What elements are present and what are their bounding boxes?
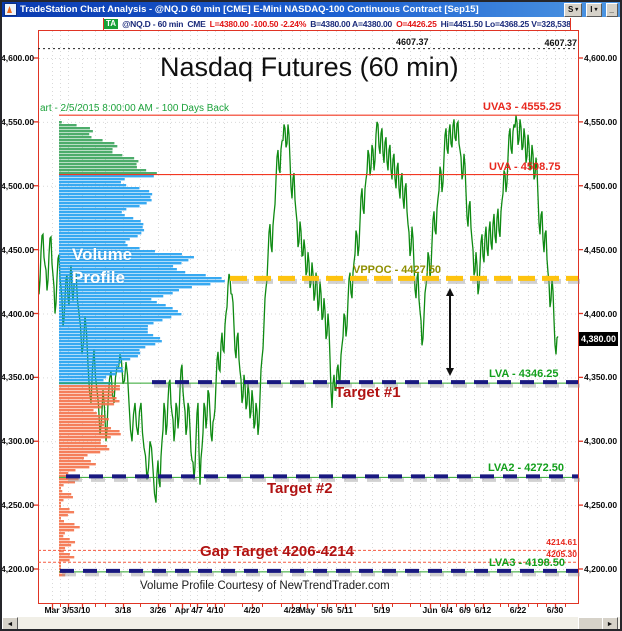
level-label-LVA3: LVA3 - 4198.50 — [489, 556, 566, 569]
y-axis-label-right: 4,300.00 — [584, 436, 618, 447]
chart-title: Nasdaq Futures (60 min) — [160, 52, 459, 82]
y-axis-label-right: 4,550.00 — [584, 116, 618, 127]
level-label-UVA3: UVA3 - 4555.25 — [483, 101, 562, 114]
window-title: TradeStation Chart Analysis - @NQ.D 60 m… — [20, 4, 479, 15]
x-axis-label: 5/19 — [373, 605, 391, 615]
y-axis-label-left: 4,550.00 — [1, 116, 35, 127]
scroll-right-button[interactable]: ► — [602, 617, 618, 631]
quote-segment-2: L=4380.00 -100.50 -2.24% — [209, 19, 307, 29]
x-axis-label: May — [298, 605, 316, 615]
x-axis-label: 6/22 — [509, 605, 527, 615]
x-axis-label: 4/20 — [243, 605, 261, 615]
y-axis-label-right: 4,500.00 — [584, 180, 618, 191]
y-axis-label-left: 4,200.00 — [1, 564, 35, 574]
target-label-2: Target #2 — [267, 480, 333, 497]
target-label-3: Gap Target 4206-4214 — [200, 543, 354, 560]
x-axis-label: Mar — [44, 605, 60, 615]
level-label-UVA: UVA - 4508.75 — [489, 160, 561, 173]
x-axis-label: 5/11 — [336, 605, 354, 615]
quote-segment-1: CME — [187, 19, 206, 29]
x-axis-label: 4/7 — [191, 605, 203, 615]
y-axis-label-left: 4,400.00 — [1, 308, 35, 319]
x-axis-label: 4/28 — [283, 605, 301, 615]
credit-text: Volume Profile Courtesy of NewTrendTrade… — [140, 580, 390, 592]
style-dropdown-button[interactable]: S ▾ — [563, 2, 583, 17]
y-axis-label-right: 4,600.00 — [584, 53, 618, 63]
level-label-LVA2: LVA2 - 4272.50 — [488, 462, 565, 475]
x-axis-label: 6/4 — [441, 605, 453, 615]
y-axis-label-right: 4,450.00 — [584, 244, 618, 255]
target-label-1: Target #1 — [335, 384, 401, 401]
y-axis-label-left: 4,350.00 — [1, 372, 35, 383]
chevron-down-icon: ▾ — [594, 7, 598, 13]
x-axis-label: 3/10 — [73, 605, 91, 615]
scroll-left-button[interactable]: ◄ — [2, 617, 18, 631]
x-axis-label: 5/6 — [321, 605, 333, 615]
x-axis-label: 3/18 — [114, 605, 132, 615]
y-axis-label-left: 4,450.00 — [1, 244, 35, 255]
volume-profile-watermark: Volume Profile — [72, 245, 133, 287]
y-axis-label-right: 4,350.00 — [584, 372, 618, 383]
y-axis-label-left: 4,300.00 — [1, 436, 35, 447]
quote-bar: TA @NQ.D - 60 min CME L=4380.00 -100.50 -2… — [104, 18, 570, 30]
last-price-badge: 4,380.00 — [579, 332, 618, 346]
horizontal-scrollbar[interactable]: ◄ ► — [2, 617, 620, 631]
quote-segment-4: O=4426.25 — [396, 19, 437, 29]
quote-segment-0: @NQ.D - 60 min — [122, 19, 184, 29]
x-axis-label: 6/12 — [474, 605, 492, 615]
quote-segment-5: Hi=4451.50 Lo=4368.25 V=328,538 NTT Adva… — [440, 19, 570, 29]
y-axis-label-left: 4,500.00 — [1, 180, 35, 191]
x-axis-label: 3/5 — [62, 605, 74, 615]
x-axis-label: Apr — [174, 605, 190, 615]
x-axis-label: 6/9 — [459, 605, 471, 615]
tradestation-app-icon — [4, 3, 17, 16]
level-label-gap-low: 4205.30 — [546, 549, 577, 560]
y-axis-label-left: 4,600.00 — [1, 53, 35, 63]
quote-segment-3: B=4380.00 A=4380.00 — [310, 19, 393, 29]
level-label-LVA: LVA - 4346.25 — [489, 368, 559, 381]
minimize-button[interactable]: _ — [605, 2, 618, 17]
y-axis-label-right: 4,250.00 — [584, 500, 618, 511]
x-axis-label: Jun — [422, 605, 438, 615]
x-axis-label: 6/30 — [546, 605, 564, 615]
trade-analysis-badge[interactable]: TA — [104, 19, 119, 29]
y-axis-label-left: 4,250.00 — [1, 500, 35, 511]
title-bar[interactable]: TradeStation Chart Analysis - @NQ.D 60 m… — [2, 2, 620, 17]
x-axis-label: 3/26 — [149, 605, 167, 615]
level-label-VPPOC: VPPOC - 4427.50 — [353, 264, 442, 277]
y-axis-label-right: 4,400.00 — [584, 308, 618, 319]
chevron-down-icon: ▾ — [575, 7, 579, 13]
scrollbar-thumb[interactable] — [578, 617, 604, 631]
chart-settings-annotation: art - 2/5/2015 8:00:00 AM - 100 Days Bac… — [40, 103, 229, 114]
level-label-session-high-right: 4607.37 — [544, 37, 577, 48]
y-axis-label-right: 4,200.00 — [584, 564, 618, 574]
interval-dropdown-button[interactable]: I ▾ — [586, 2, 602, 17]
x-axis-label: 4/10 — [206, 605, 224, 615]
level-label-session-high: 4607.37 — [396, 36, 429, 47]
level-label-gap-high: 4214.61 — [546, 537, 577, 548]
